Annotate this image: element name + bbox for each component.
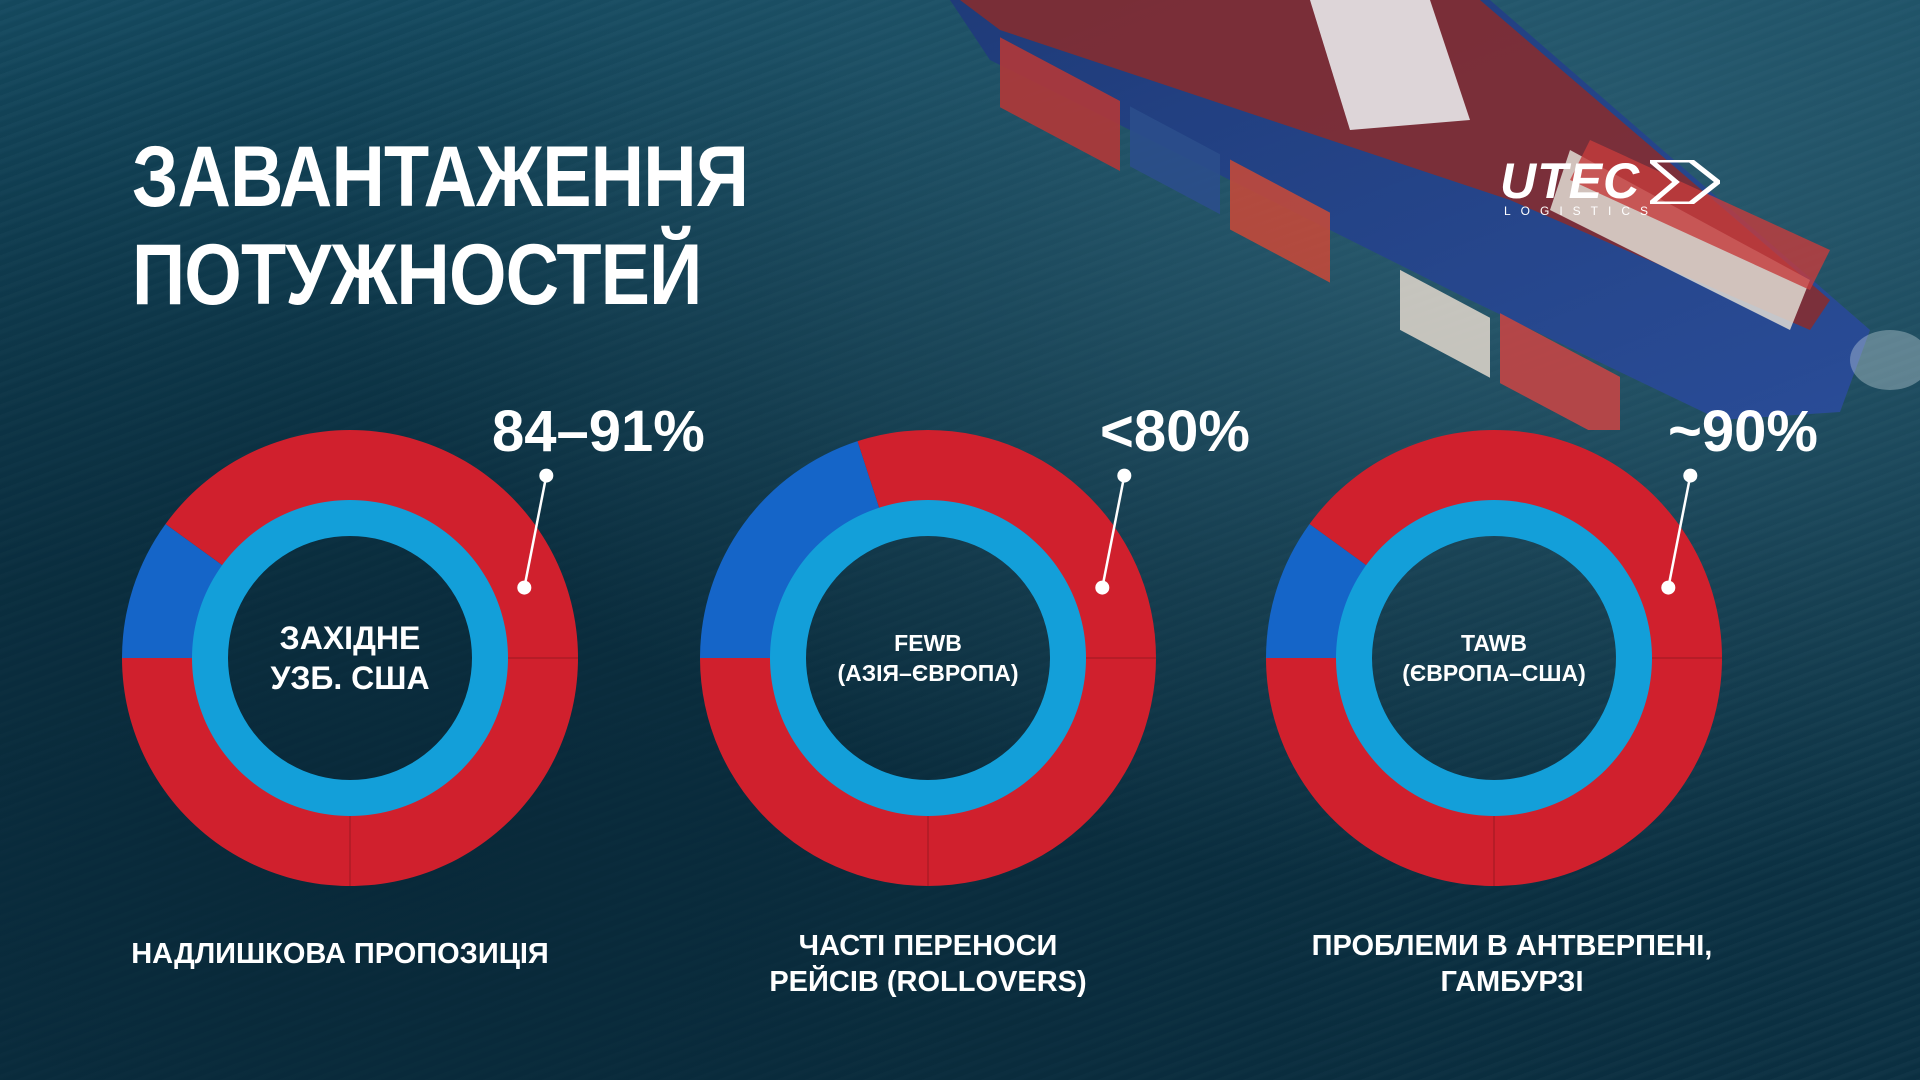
donut-2-center-label: FEWB (АЗІЯ–ЄВРОПА)	[778, 578, 1078, 738]
utec-logo: UTEC LOGISTICS	[1500, 152, 1730, 222]
donut-3-caption: ПРОБЛЕМИ В АНТВЕРПЕНІ, ГАМБУРЗІ	[1232, 928, 1792, 1000]
container-ship-image	[950, 0, 1920, 430]
donut-1-svg	[122, 429, 578, 886]
donut-1-pointer-line	[523, 475, 548, 588]
donut-3-pointer-dot	[1661, 580, 1676, 595]
donut-2-svg	[700, 430, 1156, 886]
donut-2-value-label: <80%	[1100, 399, 1250, 464]
donut-1-center-label: ЗАХІДНЕ УЗБ. США	[200, 578, 500, 738]
donut-2-pointer-line	[1101, 475, 1126, 588]
donut-2-pointer-dot	[1095, 580, 1110, 595]
donut-1-caption-line-1: НАДЛИШКОВА ПРОПОЗИЦІЯ	[131, 938, 549, 970]
donut-3-pointer-line	[1667, 475, 1692, 588]
donut-3-pointer-dot	[1683, 468, 1698, 483]
logo-arrow-icon	[1650, 160, 1720, 204]
donut-1-label-line-1: ЗАХІДНЕ	[279, 620, 421, 656]
logo-main-text: UTEC	[1500, 153, 1641, 209]
donut-chart-fewb: FEWB (АЗІЯ–ЄВРОПА)	[698, 428, 1158, 888]
donut-2-spare-capacity-slice	[700, 441, 880, 658]
donut-2-label-line-1: FEWB	[894, 630, 962, 656]
donut-chart-tawb: TAWB (ЄВРОПА–США)	[1264, 428, 1724, 888]
logo-sub-text: LOGISTICS	[1504, 204, 1659, 218]
title-line-1: ЗАВАНТАЖЕННЯ	[132, 129, 749, 225]
donut-1-label-line-2: УЗБ. США	[270, 660, 430, 696]
page-title: ЗАВАНТАЖЕННЯ ПОТУЖНОСТЕЙ	[132, 128, 749, 324]
donut-3-center-label: TAWB (ЄВРОПА–США)	[1344, 578, 1644, 738]
donut-1-spare-capacity-slice	[122, 523, 224, 658]
donut-3-caption-line-2: ГАМБУРЗІ	[1440, 966, 1584, 998]
donut-2-caption-line-1: ЧАСТІ ПЕРЕНОСИ	[798, 930, 1058, 962]
donut-1-utilization-slice	[122, 429, 578, 886]
donut-1-pointer-dot	[539, 468, 554, 483]
donut-3-spare-capacity-slice	[1266, 523, 1368, 658]
donut-chart-west-coast-usa: ЗАХІДНЕ УЗБ. США	[120, 428, 580, 888]
donut-1-value-label: 84–91%	[492, 399, 705, 464]
donut-3-label-line-2: (ЄВРОПА–США)	[1402, 660, 1586, 686]
donut-1-caption: НАДЛИШКОВА ПРОПОЗИЦІЯ	[60, 936, 620, 972]
donut-2-caption-line-2: РЕЙСІВ (ROLLOVERS)	[769, 966, 1087, 998]
donut-3-utilization-slice	[1266, 429, 1722, 886]
donut-3-label-line-1: TAWB	[1460, 630, 1527, 656]
donut-3-caption-line-1: ПРОБЛЕМИ В АНТВЕРПЕНІ,	[1311, 930, 1713, 962]
donut-2-label-line-2: (АЗІЯ–ЄВРОПА)	[837, 660, 1019, 686]
donut-3-svg	[1266, 429, 1722, 886]
title-line-2: ПОТУЖНОСТЕЙ	[132, 227, 702, 323]
donut-2-caption: ЧАСТІ ПЕРЕНОСИ РЕЙСІВ (ROLLOVERS)	[648, 928, 1208, 1000]
donut-1-pointer-dot	[517, 580, 532, 595]
donut-2-pointer-dot	[1117, 468, 1132, 483]
donut-2-utilization-slice	[700, 430, 1156, 886]
donut-3-value-label: ~90%	[1668, 399, 1818, 464]
